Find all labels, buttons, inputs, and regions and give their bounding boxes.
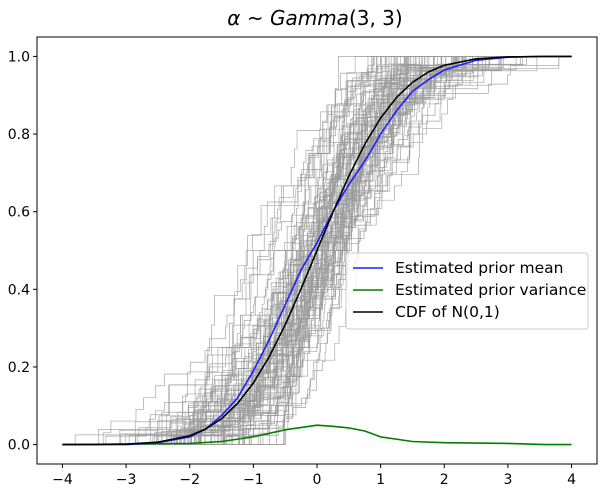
x-tick-label: 3 xyxy=(503,472,512,488)
x-tick-label: 2 xyxy=(440,472,449,488)
x-tick-label: 4 xyxy=(567,472,576,488)
background-cdf-curve xyxy=(62,56,572,445)
background-cdf-curve xyxy=(62,56,572,445)
title-dist: Gamma xyxy=(270,6,349,30)
y-tick-label: 0.2 xyxy=(8,360,30,376)
y-tick-label: 1.0 xyxy=(8,49,30,65)
y-axis: 0.0 0.2 0.4 0.6 0.8 1.0 xyxy=(8,49,37,454)
background-cdf-curve xyxy=(62,56,572,445)
x-tick-label: 1 xyxy=(376,472,385,488)
series-line-1 xyxy=(62,424,572,446)
background-cdf-curve xyxy=(62,56,572,445)
title-alpha: α xyxy=(227,6,240,30)
legend-label-normal-cdf: CDF of N(0,1) xyxy=(395,303,500,321)
background-cdf-curve xyxy=(62,56,572,445)
legend-label-prior-mean: Estimated prior mean xyxy=(395,259,564,277)
y-tick-label: 0.4 xyxy=(8,282,30,298)
series-lines xyxy=(62,55,572,446)
x-tick-label: −1 xyxy=(243,472,264,488)
background-curves xyxy=(62,56,572,445)
background-cdf-curve xyxy=(62,56,572,445)
y-tick-label: 0.8 xyxy=(8,127,30,143)
series-line-2 xyxy=(62,55,572,446)
chart-title: α ~ Gamma(3, 3) xyxy=(227,6,402,30)
legend-box xyxy=(345,252,589,330)
x-axis: −4 −3 −2 −1 0 1 2 3 4 xyxy=(52,464,576,488)
y-tick-label: 0.0 xyxy=(8,438,30,454)
legend: Estimated prior mean Estimated prior var… xyxy=(345,252,589,330)
x-tick-label: −2 xyxy=(179,472,200,488)
legend-label-prior-variance: Estimated prior variance xyxy=(395,281,586,299)
title-params: (3, 3) xyxy=(349,6,403,30)
title-sim: ~ xyxy=(240,6,269,30)
x-tick-label: 0 xyxy=(313,472,322,488)
x-tick-label: −4 xyxy=(52,472,73,488)
x-tick-label: −3 xyxy=(116,472,137,488)
background-cdf-curve xyxy=(62,56,572,445)
y-tick-label: 0.6 xyxy=(8,205,30,221)
